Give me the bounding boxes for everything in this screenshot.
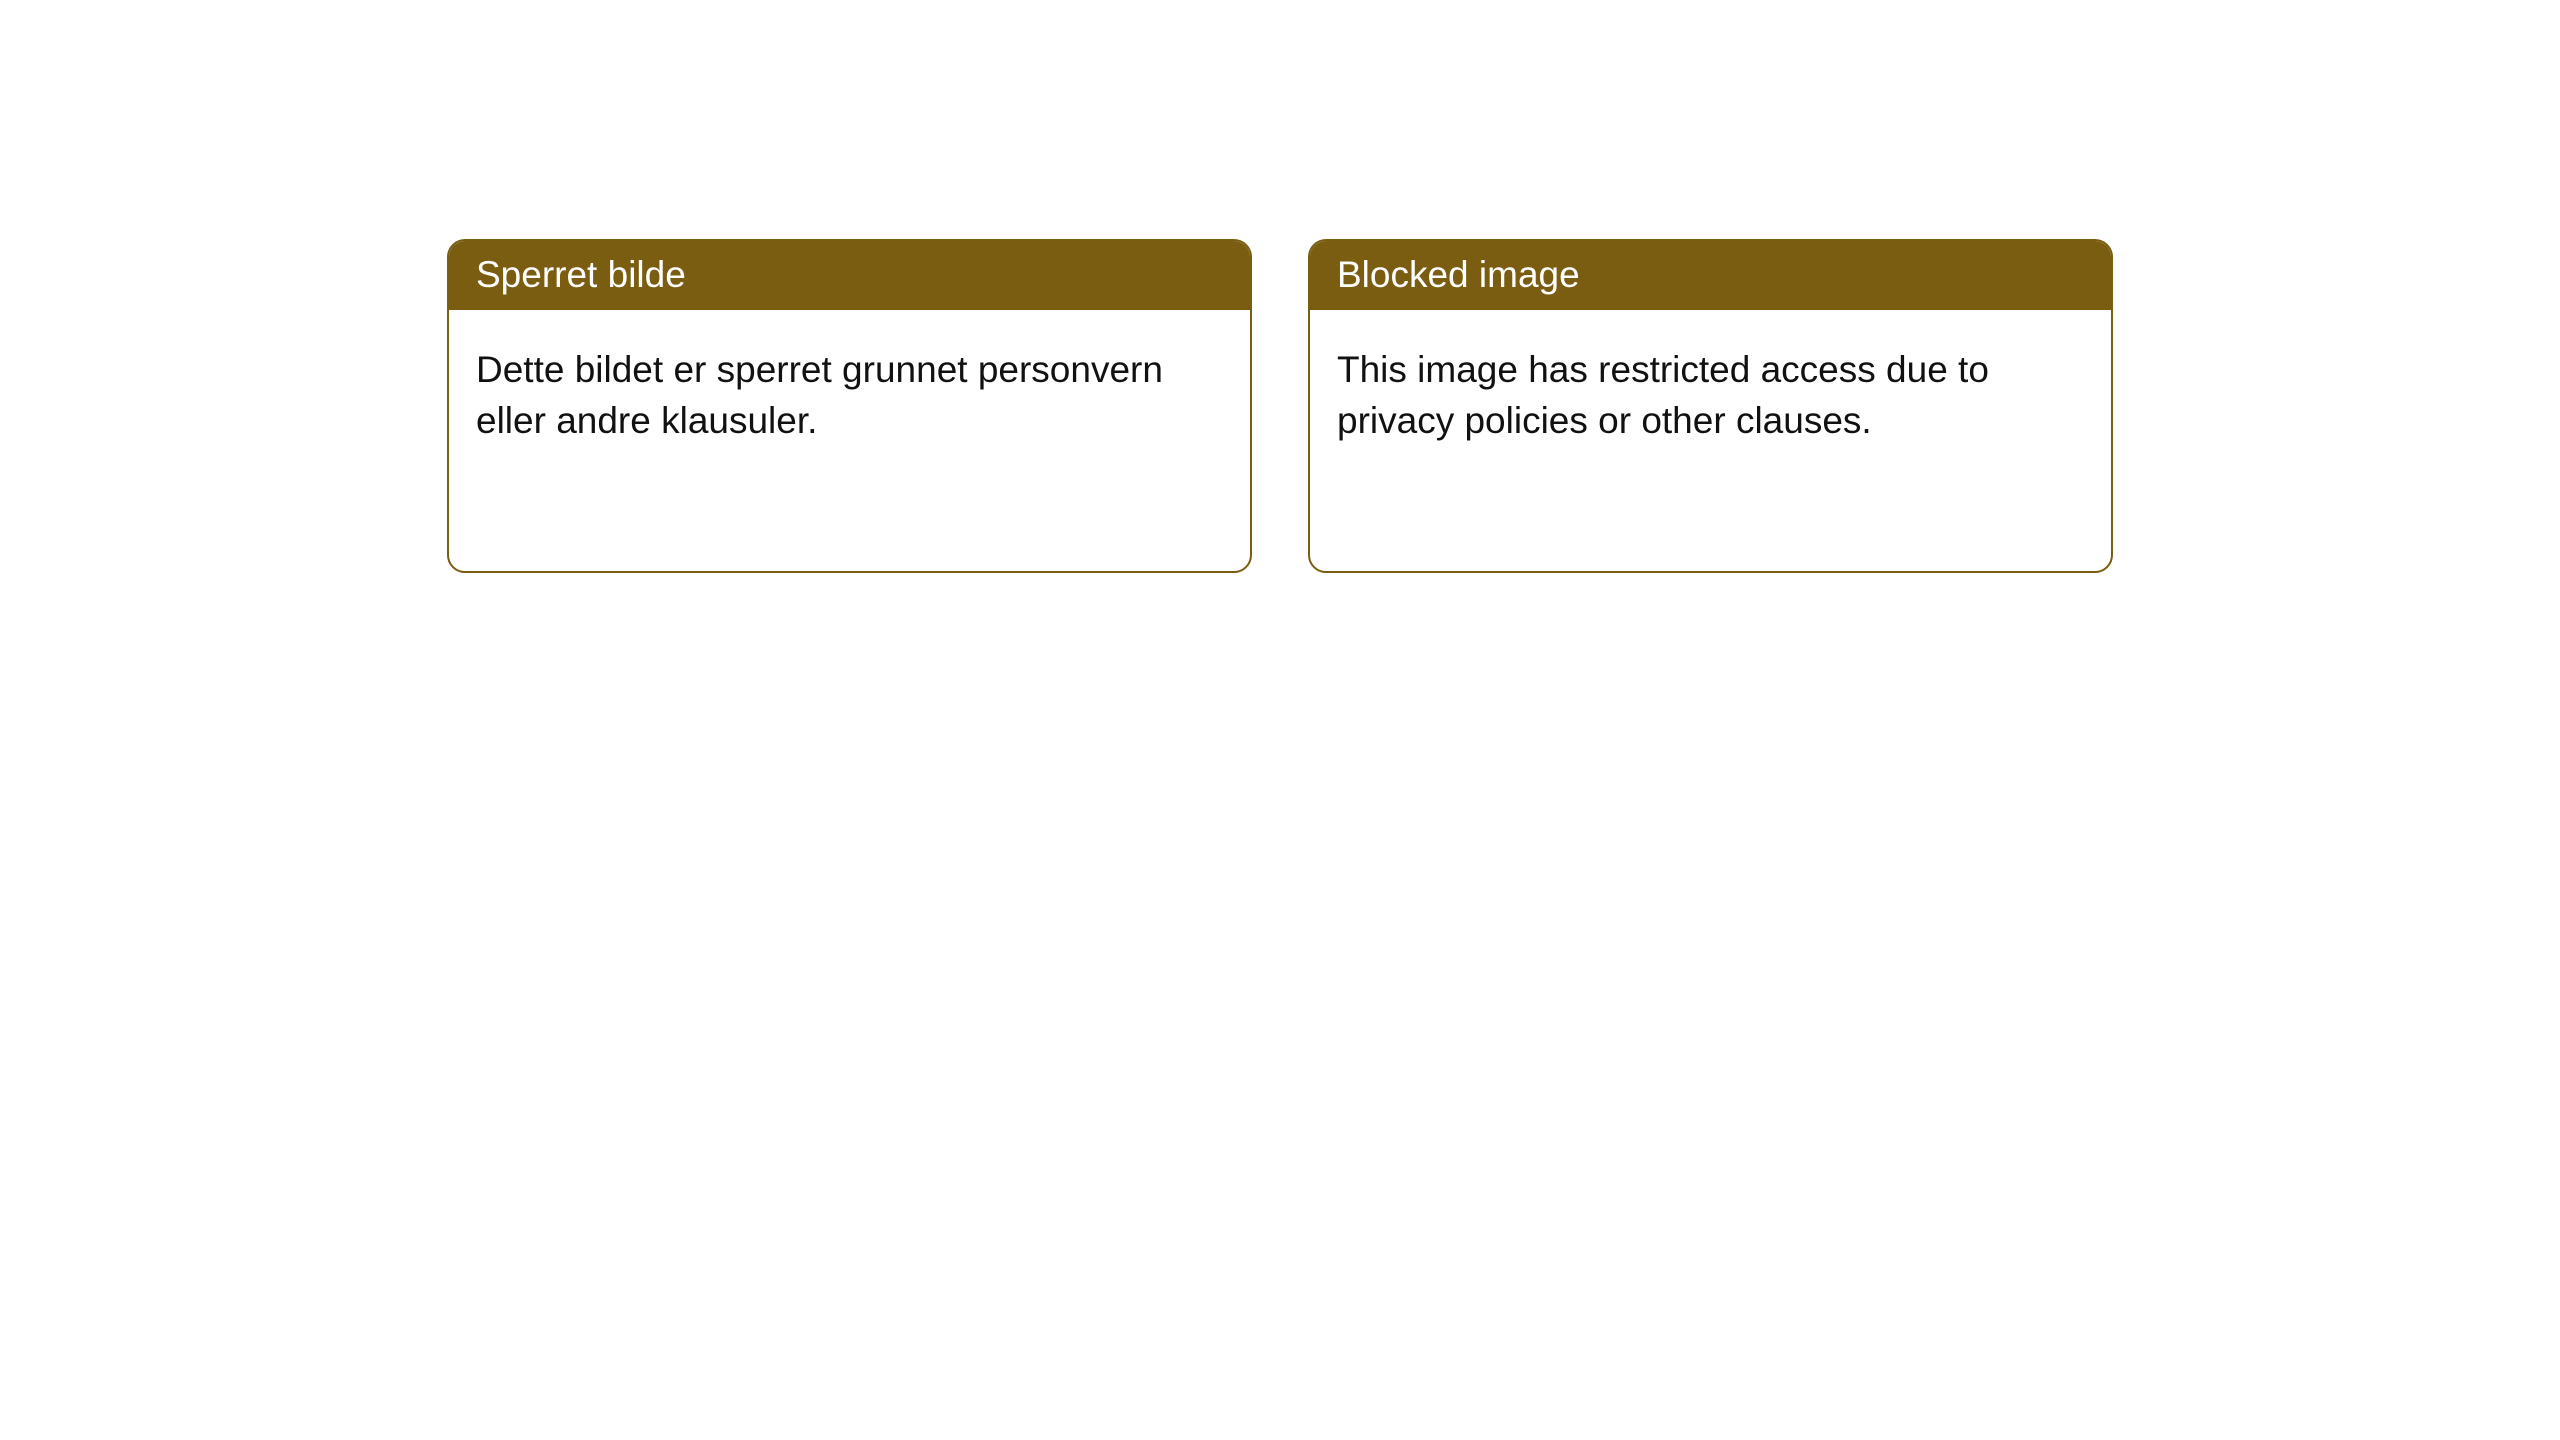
notice-container: Sperret bilde Dette bildet er sperret gr… (0, 0, 2560, 573)
notice-header: Blocked image (1310, 241, 2111, 310)
notice-header: Sperret bilde (449, 241, 1250, 310)
notice-card-english: Blocked image This image has restricted … (1308, 239, 2113, 573)
notice-body: This image has restricted access due to … (1310, 310, 2111, 480)
notice-body: Dette bildet er sperret grunnet personve… (449, 310, 1250, 480)
notice-card-norwegian: Sperret bilde Dette bildet er sperret gr… (447, 239, 1252, 573)
